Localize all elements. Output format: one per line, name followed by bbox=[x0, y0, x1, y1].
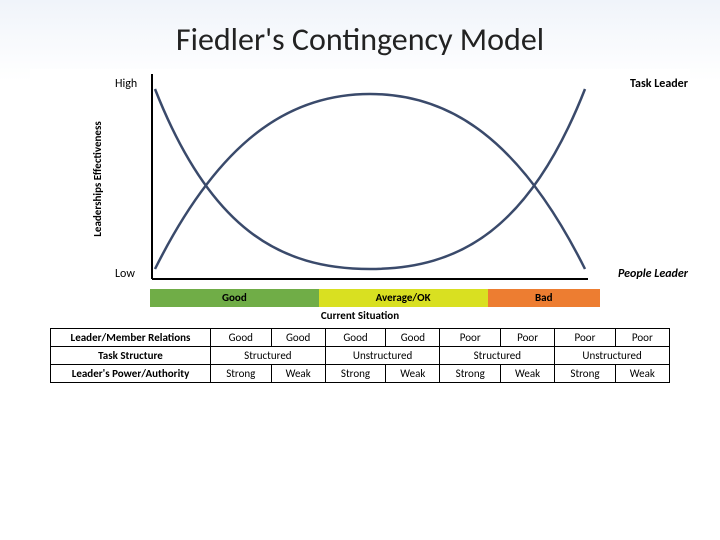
chart-region: Leaderships Effectiveness High Low Task … bbox=[90, 69, 600, 289]
table-cell: Good bbox=[211, 329, 272, 347]
people-leader-label: People Leader bbox=[618, 267, 688, 281]
row-header: Leader/Member Relations bbox=[51, 329, 211, 347]
y-tick-high: High bbox=[115, 77, 137, 91]
table-cell: Good bbox=[271, 329, 325, 347]
row-header: Task Structure bbox=[51, 347, 211, 365]
table-cell: Weak bbox=[386, 365, 440, 383]
table-row: Leader/Member RelationsGoodGoodGoodGoodP… bbox=[51, 329, 670, 347]
situation-good: Good bbox=[150, 289, 319, 307]
table-cell: Poor bbox=[440, 329, 501, 347]
table-cell: Good bbox=[325, 329, 386, 347]
page-title: Fiedler's Contingency Model bbox=[30, 20, 690, 59]
x-axis-label: Current Situation bbox=[30, 309, 690, 322]
table-cell: Good bbox=[386, 329, 440, 347]
table-cell: Weak bbox=[501, 365, 555, 383]
situation-average: Average/OK bbox=[319, 289, 488, 307]
table-cell: Strong bbox=[325, 365, 386, 383]
table-row: Leader's Power/AuthorityStrongWeakStrong… bbox=[51, 365, 670, 383]
table-cell: Weak bbox=[271, 365, 325, 383]
table-cell: Poor bbox=[501, 329, 555, 347]
table-cell: Unstructured bbox=[555, 347, 670, 365]
table-cell: Strong bbox=[440, 365, 501, 383]
y-axis-label: Leaderships Effectiveness bbox=[91, 121, 104, 236]
table-row: Task StructureStructuredUnstructuredStru… bbox=[51, 347, 670, 365]
table-cell: Structured bbox=[440, 347, 555, 365]
task-leader-label: Task Leader bbox=[630, 77, 688, 91]
task-leader-curve bbox=[155, 89, 585, 269]
table-cell: Strong bbox=[555, 365, 616, 383]
table-cell: Unstructured bbox=[325, 347, 440, 365]
situation-table: Leader/Member RelationsGoodGoodGoodGoodP… bbox=[50, 328, 670, 383]
table-cell: Poor bbox=[615, 329, 669, 347]
diagram: Leaderships Effectiveness High Low Task … bbox=[30, 69, 690, 383]
row-header: Leader's Power/Authority bbox=[51, 365, 211, 383]
chart-svg bbox=[150, 69, 590, 289]
situation-bar: Good Average/OK Bad bbox=[150, 289, 600, 307]
table-cell: Strong bbox=[211, 365, 272, 383]
situation-bad: Bad bbox=[488, 289, 601, 307]
table-cell: Poor bbox=[555, 329, 616, 347]
y-tick-low: Low bbox=[115, 267, 135, 281]
table-cell: Weak bbox=[615, 365, 669, 383]
people-leader-curve bbox=[155, 94, 585, 269]
table-cell: Structured bbox=[211, 347, 326, 365]
